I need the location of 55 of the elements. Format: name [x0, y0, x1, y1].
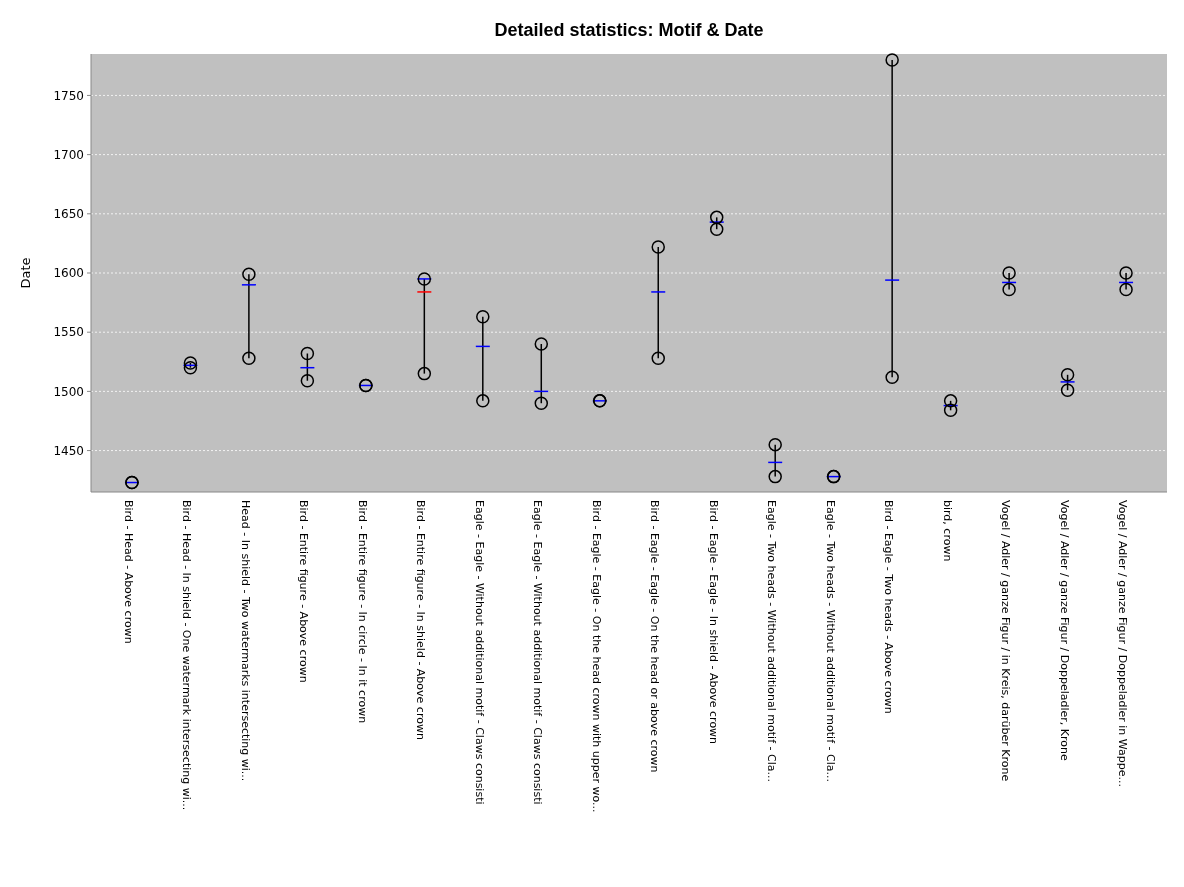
x-tick-label: Bird - Entire figure - In circle - In it crown	[355, 500, 369, 724]
y-tick-label: 1650	[53, 207, 84, 222]
point	[1060, 368, 1075, 382]
point	[242, 351, 256, 365]
y-axis-title: Date	[18, 257, 33, 289]
point	[300, 373, 315, 388]
chart-title: Detailed statistics: Motif & Date	[494, 20, 764, 40]
point	[1002, 282, 1016, 297]
x-tick-label: Bird - Eagle - Eagle - On the head or above crown	[648, 500, 662, 773]
point	[417, 366, 432, 381]
point	[1119, 266, 1133, 280]
x-tick-label: Eagle - Two heads - Without additional motif - Cla...	[823, 500, 837, 782]
point	[534, 337, 549, 351]
y-tick-label: 1550	[53, 325, 84, 340]
point	[709, 210, 724, 225]
y-tick-label: 1500	[53, 384, 84, 399]
point	[242, 267, 256, 281]
x-tick-label: bird, crown	[940, 500, 954, 562]
x-tick-label: Bird - Head - Above crown	[121, 500, 135, 644]
x-tick-label: Vogel / Adler / ganze Figur / in Kreis, darüber Krone	[999, 500, 1013, 782]
point	[476, 394, 490, 408]
x-tick-label: Bird - Eagle - Eagle - In shield - Above crown	[706, 500, 720, 745]
x-tick-label: Bird - Entire figure - In shield - Above crown	[414, 500, 428, 740]
x-tick-label: Eagle - Eagle - Without additional motif - Claws consisti	[472, 500, 486, 805]
point	[1119, 282, 1133, 297]
y-tick-label: 1750	[53, 88, 84, 103]
x-tick-label: Eagle - Eagle - Without additional motif - Claws consisti	[531, 500, 545, 805]
point	[534, 396, 549, 410]
x-tick-label: Vogel / Adler / ganze Figur / Doppeladler in Wappe...	[1116, 500, 1130, 787]
x-tick-label: Eagle - Two heads - Without additional motif - Cla...	[765, 500, 779, 782]
x-tick-label: Bird - Eagle - Eagle - On the head crown with upper wo...	[589, 500, 603, 813]
point	[183, 356, 198, 370]
point	[417, 272, 432, 286]
x-tick-label: Bird - Entire figure - Above crown	[297, 500, 311, 683]
point	[885, 370, 899, 384]
x-tick-label: Vogel / Adler / ganze Figur / Doppeladler, Krone	[1057, 500, 1071, 761]
y-tick-label: 1700	[53, 147, 84, 162]
point	[1002, 266, 1016, 280]
x-tick-label: Bird - Head - In shield - One watermark intersecting wi...	[180, 500, 194, 811]
point	[476, 310, 490, 324]
x-tick-label: Head - In shield - Two watermarks intersecting wi...	[238, 500, 252, 782]
point	[709, 222, 724, 236]
point	[300, 346, 315, 361]
y-tick-label: 1600	[53, 266, 84, 281]
x-tick-label: Bird - Eagle - Two heads - Above crown	[882, 500, 896, 714]
point	[943, 394, 958, 408]
point	[768, 437, 782, 452]
point	[768, 469, 782, 484]
point	[183, 360, 198, 375]
point	[651, 240, 665, 254]
y-tick-label: 1450	[53, 443, 84, 458]
point	[1060, 383, 1075, 397]
point	[943, 403, 958, 418]
point	[885, 53, 899, 67]
point	[651, 351, 665, 365]
